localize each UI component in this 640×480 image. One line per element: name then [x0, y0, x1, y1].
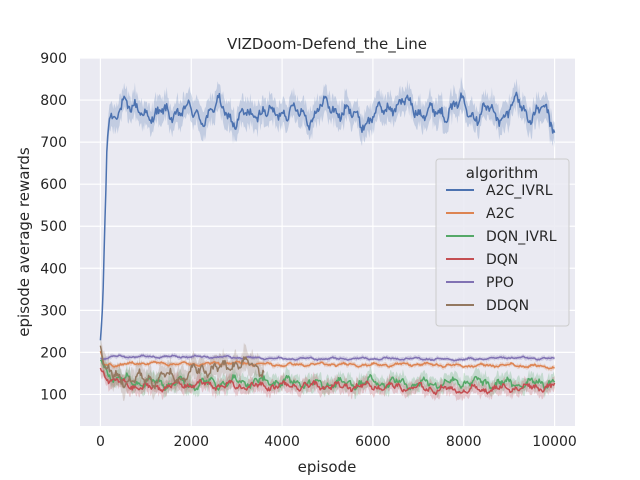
y-tick-label: 100 [40, 387, 67, 403]
legend-label: DQN_IVRL [486, 229, 557, 245]
legend-label: DDQN [486, 298, 529, 314]
y-tick-label: 200 [40, 345, 67, 361]
series-line-a2c [99, 350, 555, 370]
band-ddqn [100, 334, 264, 402]
y-tick-label: 800 [40, 93, 67, 109]
x-tick-label: 4000 [264, 434, 300, 450]
series-line-a2c-ivrl [99, 91, 556, 341]
legend-title: algorithm [466, 164, 538, 182]
legend-items: A2C_IVRL A2C DQN_IVRL DQN PPO DDQN [446, 183, 557, 314]
y-tick-label: 700 [40, 135, 67, 151]
legend: algorithm A2C_IVRL A2C DQN_IVRL DQN PPO DDQN [435, 158, 570, 327]
x-tick-label: 2000 [173, 434, 209, 450]
series-line-ddqn [99, 345, 265, 390]
legend-label: DQN [486, 252, 518, 268]
y-tick-label: 300 [40, 303, 67, 319]
band-dqn [100, 362, 555, 402]
legend-box [435, 158, 570, 327]
x-axis-label: episode [298, 458, 357, 476]
chart-title: VIZDoom-Defend_the_Line [227, 35, 427, 54]
band-ppo [100, 352, 555, 364]
x-tick-label: 6000 [355, 434, 391, 450]
y-axis-label: episode average rewards [15, 147, 33, 337]
legend-label: PPO [486, 275, 514, 291]
y-tick-label: 600 [40, 177, 67, 193]
series-line-ppo [100, 354, 555, 362]
y-tick-label: 900 [40, 51, 67, 67]
legend-label: A2C [486, 206, 514, 222]
series-lines [99, 91, 556, 396]
y-tick-label: 400 [40, 261, 67, 277]
x-tick-label: 0 [96, 434, 105, 450]
tick-labels: 0 2000 4000 6000 8000 10000 100 200 300 400 500 600… [40, 51, 577, 450]
x-tick-label: 10000 [532, 434, 577, 450]
y-tick-label: 500 [40, 219, 67, 235]
x-tick-label: 8000 [446, 434, 482, 450]
band-a2c-ivrl [100, 76, 555, 350]
legend-label: A2C_IVRL [486, 183, 553, 199]
